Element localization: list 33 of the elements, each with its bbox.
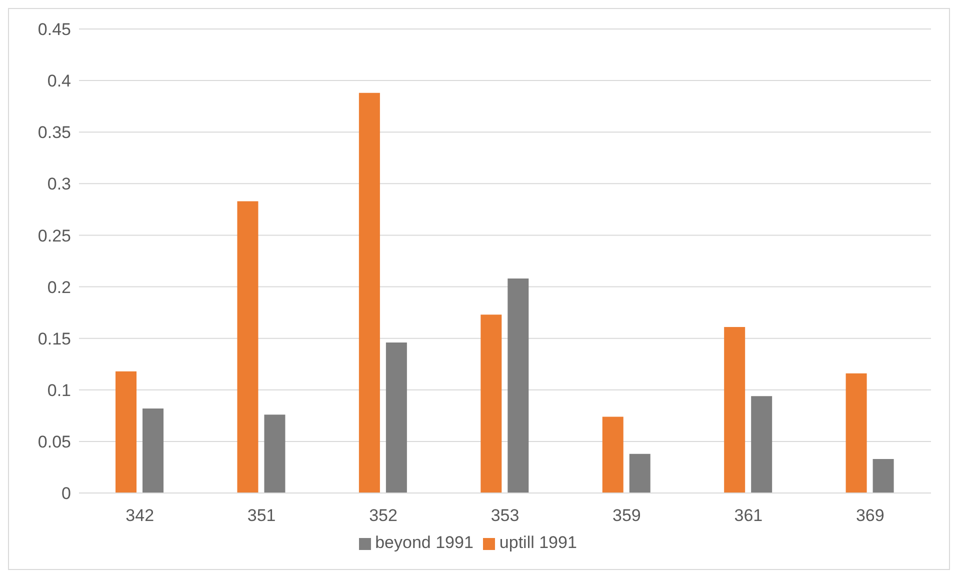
y-tick-label: 0.2 — [47, 278, 71, 297]
bar — [751, 396, 772, 493]
x-tick-label: 342 — [126, 506, 154, 526]
x-tick-label: 361 — [734, 506, 763, 526]
y-tick-label: 0.1 — [47, 380, 71, 400]
x-tick-label: 352 — [369, 506, 398, 526]
x-tick-label: 359 — [612, 506, 641, 526]
legend-label: uptill 1991 — [499, 533, 577, 552]
bar — [116, 371, 137, 493]
bar — [629, 454, 650, 493]
y-tick-label: 0.15 — [38, 329, 71, 348]
bar — [480, 314, 502, 493]
bar — [602, 416, 624, 493]
y-tick-label: 0.4 — [47, 72, 71, 91]
y-tick-label: 0.3 — [47, 174, 71, 194]
y-tick-label: 0.35 — [38, 123, 71, 142]
bar — [264, 414, 286, 493]
x-tick-label: 351 — [247, 506, 276, 526]
bar — [142, 408, 164, 493]
legend-label: beyond 1991 — [375, 533, 474, 552]
bar — [358, 92, 380, 493]
y-tick-label: 0.05 — [38, 432, 71, 452]
x-tick-label: 353 — [490, 506, 520, 526]
y-tick-label: 0.25 — [38, 226, 71, 246]
bar — [846, 373, 867, 493]
x-tick-label: 369 — [856, 506, 884, 526]
bar — [386, 342, 407, 493]
bar — [508, 278, 529, 493]
bar — [872, 458, 894, 493]
bar — [237, 201, 258, 493]
y-tick-label: 0.45 — [38, 20, 71, 40]
y-tick-label: 0 — [62, 484, 71, 504]
bar — [724, 326, 746, 493]
